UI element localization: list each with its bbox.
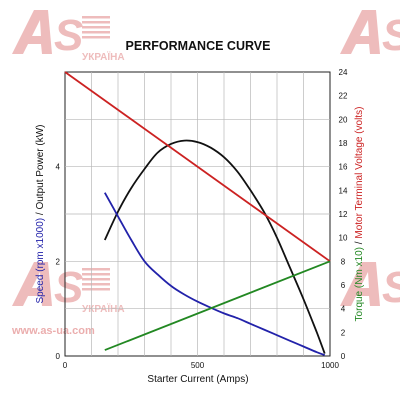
right-tick-label: 20 [339,115,348,124]
as-logo-stripe [82,31,110,34]
as-logo-a-shape [340,10,380,54]
left-tick-label: 2 [56,257,61,266]
axis-label-part: Torque (Nm x10) [354,247,365,321]
left-tick-label: 4 [56,163,61,172]
chart-title: PERFORMANCE CURVE [126,39,271,53]
right-axis-label: Torque (Nm x10) / Motor Terminal Voltage… [354,107,365,322]
axis-label-part: Speed (rpm x1000) [35,218,46,304]
series-line-0 [103,139,326,354]
as-logo-brand: S [54,11,83,60]
as-logo-brand: S [382,11,400,60]
axis-label-part: / [35,210,46,218]
right-tick-label: 16 [339,163,348,172]
as-logo-stripe [82,16,110,19]
as-logo-brand: S [54,263,83,312]
as-logo-stripe [82,268,110,271]
as-logo-brand: S [382,263,400,312]
x-tick-label: 0 [63,361,68,370]
as-logo-a-shape [12,262,52,306]
x-axis-label: Starter Current (Amps) [147,374,248,385]
right-tick-label: 10 [339,234,348,243]
axis-label-part: Motor Terminal Voltage (volts) [354,107,365,239]
axis-label-part: Output Power (kW) [35,125,46,210]
right-tick-label: 14 [339,186,348,195]
watermark-url: www.as-ua.com [11,325,95,337]
as-logo-stripe [82,26,110,29]
as-logo-region: УКРАЇНА [82,50,125,63]
as-logo-a-shape [340,262,380,306]
left-axis-label: Speed (rpm x1000) / Output Power (kW) [35,125,46,304]
right-tick-label: 8 [341,257,346,266]
as-logo-stripe [82,288,110,291]
right-tick-label: 12 [339,210,348,219]
series-line-2 [64,71,331,263]
as-logo-stripe [82,278,110,281]
right-tick-label: 2 [341,328,346,337]
grid [65,72,330,356]
right-tick-label: 22 [339,92,348,101]
watermark: SУКРАЇНАSУКРАЇНАSУКРАЇНАSУКРАЇНАwww.as-u… [11,10,400,337]
right-tick-label: 0 [341,352,346,361]
right-tick-label: 18 [339,139,348,148]
right-tick-label: 24 [339,68,348,77]
as-logo-stripe [82,283,110,286]
as-logo-a-shape [12,10,52,54]
series-line-3 [104,260,331,351]
series-group [64,71,331,356]
right-tick-label: 4 [341,305,346,314]
right-tick-label: 6 [341,281,346,290]
as-logo-stripe [82,273,110,276]
as-logo-stripe [82,21,110,24]
x-tick-label: 500 [191,361,205,370]
axis-label-part: / [354,239,365,247]
series-line-1 [104,192,326,356]
as-logo-stripe [82,36,110,39]
x-tick-label: 1000 [321,361,339,370]
left-tick-label: 0 [56,352,61,361]
